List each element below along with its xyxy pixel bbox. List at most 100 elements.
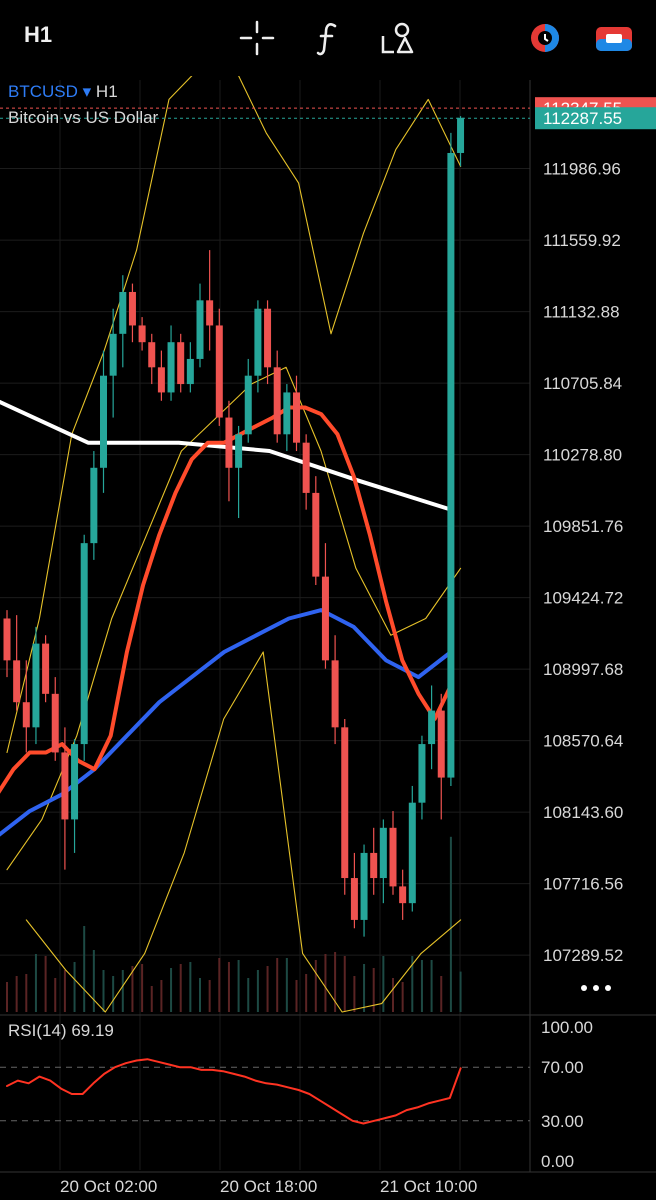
candle-body [379,827,387,879]
candle-body [350,878,358,920]
volume-bar [237,960,240,1012]
candles [3,116,465,937]
volume-bar [44,956,47,1012]
toolbar: H1 [0,0,656,76]
volume-bar [459,971,462,1012]
volume-bar [256,970,259,1012]
bollinger-lower [25,651,462,1013]
candle-body [418,744,426,803]
time-axis: 20 Oct 02:00 20 Oct 18:00 21 Oct 10:00 [60,1177,477,1196]
candle-body [273,367,281,435]
broker-icon[interactable] [594,18,634,58]
price-tick: 111132.88 [543,303,620,322]
candle-body [109,333,117,376]
volume-bar [392,978,394,1012]
volume-bar [266,966,269,1012]
time-tick: 20 Oct 18:00 [220,1177,317,1196]
volume-bar [314,960,317,1012]
price-tick: 109851.76 [543,517,623,536]
candle-body [119,291,127,334]
volume-bar [102,970,105,1012]
last-price-label: 112287.55 [543,109,622,128]
price-tick: 107289.52 [543,946,623,965]
dropdown-arrow-icon: ▾ [82,82,92,101]
volume-bar [430,960,433,1012]
candle-body [428,710,436,745]
candle-body [71,744,79,820]
rsi-value: 69.19 [71,1021,114,1040]
volume-bar [150,986,153,1012]
volume-bar [353,976,356,1012]
candle-body [61,752,69,820]
candle-body [244,375,252,435]
volume-bar [34,954,37,1012]
symbol-title[interactable]: BTCUSD ▾ H1 [8,82,118,102]
rsi-tick: 30.00 [541,1112,584,1131]
crosshair-icon[interactable] [239,18,275,58]
volume-bar [112,976,115,1012]
timeframe-button[interactable]: H1 [24,22,53,47]
compare-icon[interactable] [526,18,564,58]
price-tick: 111559.92 [543,231,621,250]
price-chart[interactable]: 111986.96 111559.92 111132.88 110705.84 1102… [0,76,656,1200]
ticker: BTCUSD [8,82,78,101]
candle-body [42,643,50,694]
rsi-name: RSI(14) [8,1021,67,1040]
candle-body [225,417,233,468]
volume-bar [420,960,423,1012]
candle-body [389,827,397,887]
volume-bar [170,968,173,1012]
volume-bar [25,974,28,1012]
volume-bar [305,974,308,1012]
bollinger-upper [6,76,462,754]
volume-bar [15,976,18,1012]
volume-bar [218,958,221,1012]
candle-body [341,727,349,879]
volume-bar [73,962,76,1012]
candle-body [235,434,243,468]
volume-bar [324,954,327,1012]
candle-body [370,852,378,879]
candle-body [264,308,272,368]
volume-bar [382,956,385,1012]
rsi-pane: 100.00 70.00 30.00 0.00 [0,1018,593,1171]
candle-body [32,643,40,728]
volume-bar [179,964,182,1012]
symbol-timeframe: H1 [95,82,118,101]
drawing-tools-icon[interactable] [378,18,418,58]
volume-bar [247,978,250,1012]
volume-bar [131,966,134,1012]
candle-body [80,543,88,745]
candle-body [399,886,407,904]
candle-body [177,342,185,385]
symbol-description: Bitcoin vs US Dollar [8,108,159,127]
volume-bar [208,980,211,1012]
price-tick: 109424.72 [543,589,623,608]
volume-bar [363,964,366,1012]
candle-body [302,442,310,493]
indicators-icon[interactable] [313,18,343,58]
candle-body [148,342,156,368]
volume-bar [189,962,192,1012]
candle-body [293,392,300,443]
rsi-tick: 100.00 [541,1018,593,1037]
candle-body [167,342,175,393]
price-tick: 110705.84 [543,374,622,393]
candle-body [186,358,194,385]
candle-body [22,702,30,728]
volume-bar [227,962,230,1012]
volume-bar [440,976,443,1012]
price-tick: 111986.96 [543,160,621,179]
ema-slow-line [0,399,453,512]
candle-body [90,467,98,544]
time-tick: 21 Oct 10:00 [380,1177,477,1196]
volume-bar [92,950,95,1012]
volume-bar [401,982,404,1012]
volume-bar [295,980,298,1012]
candle-body [196,300,204,359]
more-options-icon[interactable] [578,978,614,998]
volume-bar [54,978,57,1012]
rsi-line [6,1058,462,1125]
price-tick: 107716.56 [543,875,623,894]
volume-bar [372,968,375,1012]
